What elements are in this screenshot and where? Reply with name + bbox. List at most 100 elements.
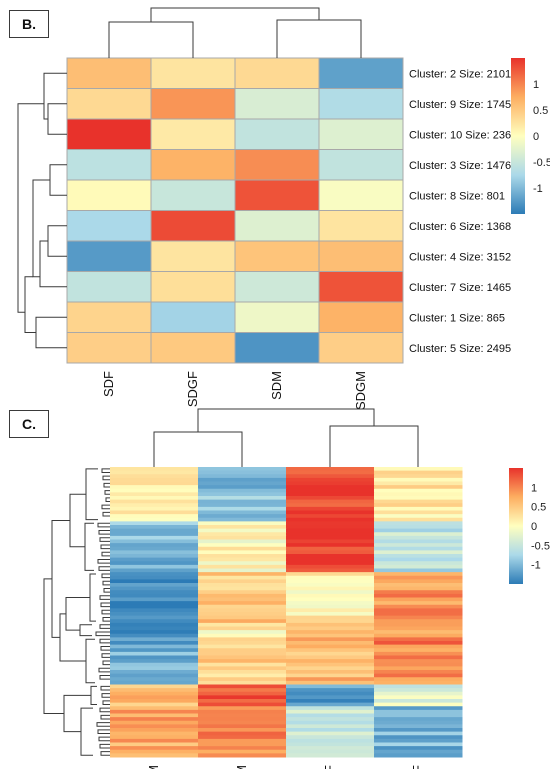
heatmap-c-cell bbox=[198, 619, 287, 624]
heatmap-c-cell bbox=[286, 720, 375, 725]
heatmap-c-cell bbox=[198, 612, 287, 617]
heatmap-c-cell bbox=[286, 622, 375, 627]
heatmap-c-cell bbox=[374, 659, 463, 664]
heatmap-c-cell bbox=[198, 691, 287, 696]
heatmap-c-cell bbox=[110, 717, 199, 722]
heatmap-c-cell bbox=[374, 506, 463, 511]
heatmap-c-cell bbox=[110, 485, 199, 490]
heatmap-c-cell bbox=[110, 724, 199, 729]
heatmap-c-colorbar-tick: 0.5 bbox=[531, 502, 546, 514]
heatmap-b-row-label: Cluster: 3 Size: 1476 bbox=[409, 160, 511, 172]
heatmap-c-cell bbox=[110, 648, 199, 653]
heatmap-b-cell bbox=[318, 57, 404, 89]
heatmap-c-cell bbox=[286, 492, 375, 497]
heatmap-c-cell bbox=[286, 651, 375, 656]
heatmap-c-cell bbox=[110, 467, 199, 472]
heatmap-c-cell bbox=[286, 503, 375, 508]
heatmap-c-row-dendrogram bbox=[95, 631, 110, 637]
heatmap-c-cell bbox=[374, 546, 463, 551]
heatmap-c-cell bbox=[198, 583, 287, 588]
heatmap-b-cell bbox=[66, 210, 152, 242]
heatmap-b-row-label: Cluster: 8 Size: 801 bbox=[409, 190, 505, 202]
heatmap-c-cell bbox=[374, 525, 463, 530]
heatmap-c-cell bbox=[286, 532, 375, 537]
heatmap-c-row-dendrogram bbox=[101, 573, 110, 579]
heatmap-c-cell bbox=[286, 670, 375, 675]
heatmap-c-cell bbox=[374, 695, 463, 700]
heatmap-c-cell bbox=[198, 713, 287, 718]
heatmap-c-cell bbox=[110, 688, 199, 693]
heatmap-b-cell bbox=[66, 301, 152, 333]
heatmap-c-cell bbox=[374, 481, 463, 486]
heatmap-c-column-label: SDGM bbox=[234, 765, 249, 769]
heatmap-c-cell bbox=[198, 720, 287, 725]
heatmap-c-cell bbox=[198, 485, 287, 490]
heatmap-c-row-dendrogram bbox=[85, 468, 98, 521]
heatmap-c-cell bbox=[286, 717, 375, 722]
heatmap-c-cell bbox=[374, 474, 463, 479]
heatmap-c-cell bbox=[198, 706, 287, 711]
heatmap-b-cell bbox=[66, 240, 152, 272]
heatmap-b-cell bbox=[66, 271, 152, 303]
heatmap-c-cell bbox=[198, 626, 287, 631]
heatmap-c-cell bbox=[374, 626, 463, 631]
heatmap-c-cell bbox=[374, 717, 463, 722]
heatmap-c-row-dendrogram bbox=[99, 624, 110, 629]
heatmap-b-row-dendrogram bbox=[39, 240, 67, 288]
heatmap-c-cell bbox=[110, 510, 199, 515]
heatmap-c-cell bbox=[198, 688, 287, 693]
heatmap-c-cell bbox=[198, 738, 287, 743]
heatmap-c-cell bbox=[374, 662, 463, 667]
heatmap-b-colorbar-tick: 1 bbox=[533, 79, 539, 91]
heatmap-c-cell bbox=[286, 474, 375, 479]
heatmap-c-cell bbox=[374, 641, 463, 646]
heatmap-c-cell bbox=[198, 496, 287, 501]
heatmap-b-row-label: Cluster: 2 Size: 2101 bbox=[409, 68, 511, 80]
heatmap-c-row-dendrogram bbox=[97, 558, 110, 564]
heatmap-c-cell bbox=[286, 564, 375, 569]
heatmap-c-cell bbox=[110, 644, 199, 649]
heatmap-c-cell bbox=[374, 528, 463, 533]
heatmap-c-cell bbox=[374, 731, 463, 736]
heatmap-c-cell bbox=[374, 503, 463, 508]
heatmap-c-cell bbox=[198, 702, 287, 707]
heatmap-c-cell bbox=[286, 688, 375, 693]
heatmap-c-cell bbox=[110, 604, 199, 609]
heatmap-c-cell bbox=[198, 695, 287, 700]
heatmap-c-cell bbox=[286, 557, 375, 562]
heatmap-b-cell bbox=[150, 332, 236, 364]
heatmap-c-cell bbox=[110, 633, 199, 638]
heatmap-b-cell bbox=[150, 271, 236, 303]
heatmap-c-cell bbox=[286, 539, 375, 544]
heatmap-c-cell bbox=[374, 499, 463, 504]
heatmap-b-cell bbox=[234, 210, 320, 242]
heatmap-c-cell bbox=[374, 666, 463, 671]
heatmap-c-row-dendrogram bbox=[100, 645, 110, 651]
heatmap-c-cell bbox=[198, 546, 287, 551]
heatmap-c-cell bbox=[286, 528, 375, 533]
heatmap-c-cell bbox=[198, 521, 287, 526]
heatmap-c-cell bbox=[374, 597, 463, 602]
heatmap-c-row-dendrogram bbox=[99, 595, 110, 600]
heatmap-c-cell bbox=[198, 517, 287, 522]
heatmap-c-cell bbox=[198, 604, 287, 609]
heatmap-c-cell bbox=[374, 601, 463, 606]
heatmap-c-cell bbox=[110, 630, 199, 635]
heatmap-c-cell bbox=[374, 691, 463, 696]
heatmap-c-cell bbox=[374, 651, 463, 656]
heatmap-c-cell bbox=[110, 488, 199, 493]
heatmap-c-row-dendrogram bbox=[101, 693, 110, 698]
heatmap-b-cell bbox=[150, 57, 236, 89]
heatmap-c-cell bbox=[198, 684, 287, 689]
heatmap-c-cell bbox=[286, 677, 375, 682]
heatmap-c-row-dendrogram bbox=[101, 609, 110, 615]
heatmap-c-cell bbox=[110, 735, 199, 740]
heatmap-c-cell bbox=[374, 590, 463, 595]
heatmap-c-row-dendrogram bbox=[51, 519, 70, 638]
heatmap-c-row-dendrogram bbox=[80, 707, 93, 756]
heatmap-b-cell bbox=[66, 57, 152, 89]
heatmap-c-cell bbox=[110, 699, 199, 704]
heatmap-c-cell bbox=[110, 564, 199, 569]
heatmap-c-row-dendrogram bbox=[101, 551, 110, 557]
heatmap-b-cell bbox=[66, 118, 152, 150]
